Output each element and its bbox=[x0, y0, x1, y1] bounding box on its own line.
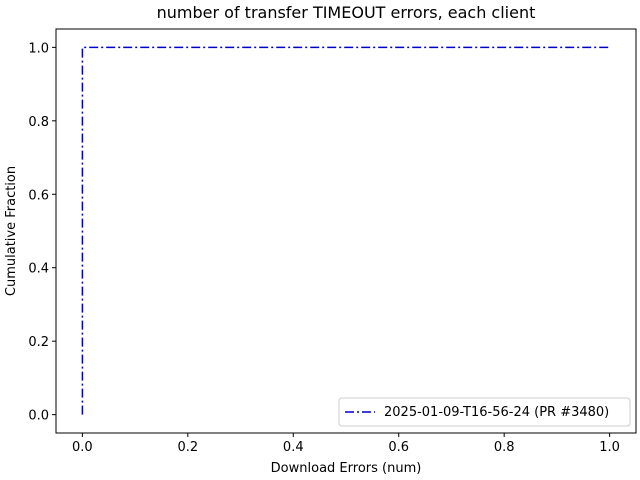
plot-frame bbox=[55, 28, 637, 434]
legend: 2025-01-09-T16-56-24 (PR #3480) bbox=[338, 397, 631, 427]
series-line bbox=[81, 46, 610, 415]
x-tick-label: 0.6 bbox=[388, 440, 409, 455]
chart-title: number of transfer TIMEOUT errors, each … bbox=[157, 3, 536, 22]
y-axis: 0.0 0.2 0.4 0.6 0.8 1.0 bbox=[28, 41, 56, 424]
x-tick-label: 0.8 bbox=[494, 440, 515, 455]
plot-area: 0.0 0.2 0.4 0.6 0.8 1.0 0.0 0.2 0.4 0.6 0.8 1.0 bbox=[28, 28, 637, 455]
x-tick-label: 1.0 bbox=[599, 440, 620, 455]
series-layer bbox=[81, 46, 610, 415]
y-tick-label: 1.0 bbox=[28, 41, 49, 56]
y-tick-label: 0.0 bbox=[28, 409, 49, 424]
x-axis-title: Download Errors (num) bbox=[271, 461, 422, 476]
x-tick-label: 0.0 bbox=[72, 440, 93, 455]
y-axis-title: Cumulative Fraction bbox=[4, 166, 19, 296]
x-axis: 0.0 0.2 0.4 0.6 0.8 1.0 bbox=[72, 433, 620, 455]
y-tick-label: 0.4 bbox=[28, 262, 49, 277]
y-tick-label: 0.8 bbox=[28, 115, 49, 130]
y-tick-label: 0.2 bbox=[28, 335, 49, 350]
legend-box bbox=[338, 397, 631, 427]
y-tick-label: 0.6 bbox=[28, 188, 49, 203]
legend-label: 2025-01-09-T16-56-24 (PR #3480) bbox=[384, 405, 609, 420]
x-tick-label: 0.2 bbox=[177, 440, 198, 455]
x-tick-label: 0.4 bbox=[283, 440, 304, 455]
